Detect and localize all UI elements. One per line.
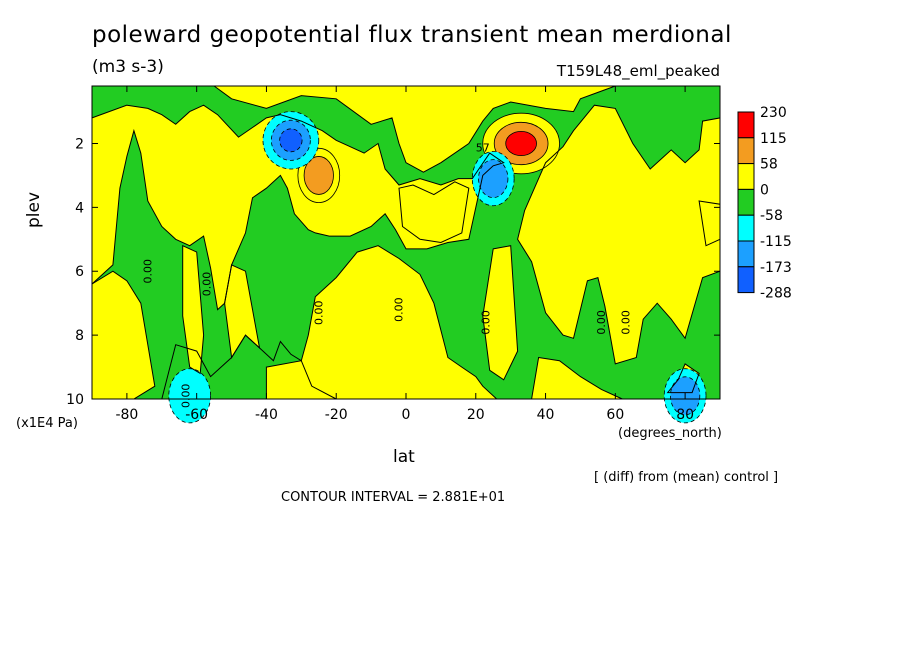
contour-label: 57 — [476, 141, 490, 154]
zero-contour — [91, 85, 721, 400]
colorbar-label: -58 — [760, 208, 783, 224]
colorbar: 230 115 58 0 -58 -115 -173 -288 — [737, 105, 792, 302]
colorbar-label: 230 — [760, 105, 787, 121]
x-tick-label: 80 — [676, 407, 694, 423]
colorbar-swatch — [737, 240, 755, 268]
colorbar-label: -115 — [760, 234, 792, 250]
zero-contour — [482, 245, 519, 381]
contour-label: 0.00 — [180, 384, 193, 409]
diff-note: [ (diff) from (mean) control ] — [594, 470, 779, 485]
x-tick-label: 20 — [467, 407, 485, 423]
x-tick-label: -20 — [325, 407, 348, 423]
zero-contour — [666, 363, 700, 394]
contour-label: 0.00 — [595, 310, 608, 335]
colorbar-swatch — [737, 266, 755, 294]
run-label: T159L48_eml_peaked — [556, 62, 720, 80]
contour-labels: 0.00 0.00 0.00 0.00 0.00 0.00 0.00 0.00 57 — [141, 141, 632, 408]
y-tick-label: 10 — [66, 392, 84, 408]
y-tick-label: 2 — [75, 136, 84, 152]
max-extremum — [303, 156, 334, 195]
colorbar-label: -288 — [760, 286, 792, 302]
contour-label: 0.00 — [393, 297, 406, 322]
contour-label: 0.00 — [312, 301, 325, 326]
x-tick-label: 40 — [537, 407, 555, 423]
x-tick-label: 0 — [402, 407, 411, 423]
colorbar-label: 0 — [760, 182, 769, 198]
positive-region — [399, 181, 469, 243]
contour-interval: CONTOUR INTERVAL = 2.881E+01 — [281, 490, 506, 505]
colorbar-label: 58 — [760, 157, 778, 173]
contour-label: 0.00 — [619, 310, 632, 335]
zero-contour — [161, 334, 337, 400]
min-extremum — [279, 128, 303, 153]
colorbar-swatch — [737, 137, 755, 165]
positive-region — [266, 245, 497, 399]
min-extremum — [478, 159, 509, 199]
y-axis-unit: (x1E4 Pa) — [16, 416, 78, 431]
contour-lines — [91, 85, 721, 400]
x-tick-label: -60 — [185, 407, 208, 423]
x-axis-label: lat — [393, 447, 415, 467]
contour-label: 0.00 — [141, 259, 154, 284]
positive-region — [92, 271, 155, 399]
positive-region — [224, 264, 260, 358]
zero-contour — [398, 181, 470, 244]
contour-label: 0.00 — [480, 310, 493, 335]
colorbar-swatch — [737, 163, 755, 190]
colorbar-label: 115 — [760, 131, 787, 147]
x-tick-label: 60 — [606, 407, 624, 423]
positive-region — [482, 245, 518, 380]
zero-contour — [265, 245, 498, 400]
x-tick-label: -80 — [115, 407, 138, 423]
field-fills — [92, 86, 720, 424]
contour-label: 0.00 — [201, 272, 214, 297]
chart-units: (m3 s-3) — [92, 57, 164, 77]
colorbar-swatch — [737, 188, 755, 216]
chart-title: poleward geopotential flux transient mea… — [92, 22, 732, 48]
y-tick-label: 8 — [75, 328, 84, 344]
colorbar-swatch — [737, 111, 755, 139]
y-tick-label: 4 — [75, 200, 84, 216]
min-extremum — [168, 368, 211, 424]
zero-contour — [224, 264, 261, 359]
y-tick-label: 6 — [75, 264, 84, 280]
x-axis-unit: (degrees_north) — [618, 426, 722, 441]
axis-ticks: -80 -60 -40 -20 0 20 40 60 80 2 4 6 8 10 — [66, 86, 720, 423]
colorbar-label: -173 — [760, 260, 792, 276]
max-extremum — [505, 130, 537, 156]
x-tick-label: -40 — [255, 407, 278, 423]
colorbar-swatch — [737, 214, 755, 242]
y-axis-label: plev — [24, 191, 44, 228]
zero-contour — [182, 244, 205, 375]
